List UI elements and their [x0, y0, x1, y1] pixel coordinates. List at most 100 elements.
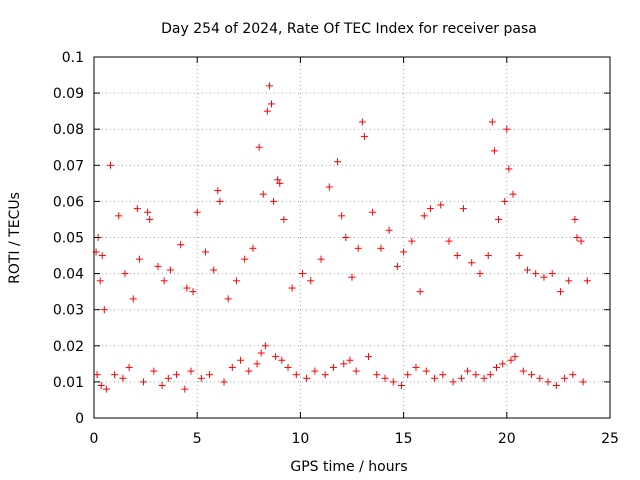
y-tick-label: 0.04 [53, 267, 84, 283]
data-point [228, 363, 236, 371]
data-point [135, 255, 143, 263]
data-point [385, 226, 393, 234]
data-point [503, 125, 511, 133]
data-point [422, 367, 430, 375]
data-point [119, 374, 127, 382]
y-tick-labels: 0 0.01 0.02 0.03 0.04 0.05 0.06 0.07 0.08 0.09 0.1 [53, 50, 84, 427]
data-point [278, 356, 286, 364]
data-point [457, 374, 465, 382]
data-point [183, 284, 191, 292]
data-point [154, 262, 162, 270]
data-point [272, 353, 280, 361]
y-axis-label: ROTI / TECUs [7, 192, 23, 284]
data-point [329, 363, 337, 371]
data-point [373, 371, 381, 379]
data-point [166, 266, 174, 274]
data-point [404, 371, 412, 379]
x-axis-label: GPS time / hours [290, 459, 407, 475]
data-point [270, 197, 278, 205]
y-tick-label: 0.02 [53, 339, 84, 355]
data-point [544, 378, 552, 386]
data-point [400, 248, 408, 256]
data-point [263, 107, 271, 115]
scatter-points [92, 82, 591, 393]
data-point [129, 295, 137, 303]
data-point [288, 284, 296, 292]
data-point [472, 371, 480, 379]
data-point [358, 118, 366, 126]
data-point [197, 374, 205, 382]
data-point [393, 262, 401, 270]
data-point [577, 237, 585, 245]
data-point [140, 378, 148, 386]
data-point [499, 360, 507, 368]
data-point [431, 374, 439, 382]
data-point [484, 252, 492, 260]
y-tick-label: 0.09 [53, 86, 84, 102]
data-point [214, 187, 222, 195]
data-point [571, 215, 579, 223]
data-point [98, 252, 106, 260]
data-point [224, 295, 232, 303]
data-point [206, 371, 214, 379]
data-point [354, 244, 362, 252]
data-point [420, 212, 428, 220]
data-point [476, 270, 484, 278]
x-tick-label: 20 [498, 431, 516, 447]
data-point [100, 306, 108, 314]
data-point [507, 356, 515, 364]
chart-title: Day 254 of 2024, Rate Of TEC Index for r… [161, 21, 537, 37]
data-point [125, 363, 133, 371]
data-point [338, 212, 346, 220]
data-point [408, 237, 416, 245]
data-point [173, 371, 181, 379]
y-tick-label: 0.08 [53, 122, 84, 138]
y-tick-label: 0.01 [53, 375, 84, 391]
data-point [437, 201, 445, 209]
data-point [561, 374, 569, 382]
data-point [325, 183, 333, 191]
x-tick-label: 0 [90, 431, 99, 447]
y-tick-label: 0.03 [53, 303, 84, 319]
data-point [280, 215, 288, 223]
data-point [381, 374, 389, 382]
data-point [511, 353, 519, 361]
data-point [468, 259, 476, 267]
data-point [232, 277, 240, 285]
data-point [193, 208, 201, 216]
data-point [445, 237, 453, 245]
data-point [412, 363, 420, 371]
data-point [416, 288, 424, 296]
data-point [253, 360, 261, 368]
data-point [365, 353, 373, 361]
y-tick-label: 0.07 [53, 158, 84, 174]
data-point [158, 382, 166, 390]
data-point [245, 367, 253, 375]
data-point [459, 205, 467, 213]
y-tick-label: 0 [75, 411, 84, 427]
data-point [102, 385, 110, 393]
data-point [107, 161, 115, 169]
data-point [150, 367, 158, 375]
data-point [492, 363, 500, 371]
data-point [490, 147, 498, 155]
x-tick-labels: 0 5 10 15 20 25 [90, 431, 619, 447]
data-point [579, 378, 587, 386]
data-point [210, 266, 218, 274]
data-point [189, 288, 197, 296]
y-tick-label: 0.1 [62, 50, 84, 66]
data-point [311, 367, 319, 375]
data-point [439, 371, 447, 379]
data-point [96, 277, 104, 285]
data-point [565, 277, 573, 285]
data-point [97, 382, 105, 390]
data-point [334, 158, 342, 166]
data-point [201, 248, 209, 256]
data-point [509, 190, 517, 198]
data-point [292, 371, 300, 379]
axis-ticks [93, 56, 611, 419]
data-point [146, 215, 154, 223]
y-tick-label: 0.06 [53, 194, 84, 210]
data-point [515, 252, 523, 260]
data-point [144, 208, 152, 216]
